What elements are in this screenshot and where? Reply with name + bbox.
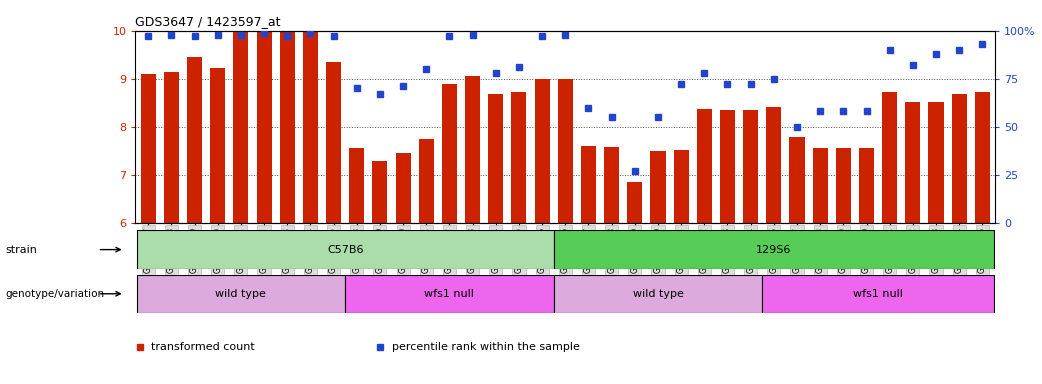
- Bar: [210, 68, 225, 223]
- Bar: [372, 161, 388, 223]
- Bar: [553, 230, 994, 269]
- Bar: [604, 147, 619, 223]
- Text: wfs1 null: wfs1 null: [853, 289, 903, 299]
- Bar: [419, 139, 433, 223]
- Bar: [396, 153, 411, 223]
- Bar: [465, 76, 480, 223]
- Bar: [790, 137, 804, 223]
- Bar: [813, 148, 827, 223]
- Bar: [164, 71, 179, 223]
- Bar: [442, 84, 457, 223]
- Bar: [673, 150, 689, 223]
- Bar: [905, 102, 920, 223]
- Bar: [763, 275, 994, 313]
- Text: wild type: wild type: [632, 289, 684, 299]
- Text: 129S6: 129S6: [756, 245, 792, 255]
- Bar: [836, 148, 851, 223]
- Bar: [326, 62, 341, 223]
- Bar: [256, 32, 272, 223]
- Bar: [349, 148, 365, 223]
- Bar: [303, 32, 318, 223]
- Bar: [557, 79, 573, 223]
- Bar: [720, 110, 735, 223]
- Bar: [535, 79, 549, 223]
- Text: C57B6: C57B6: [327, 245, 364, 255]
- Bar: [489, 94, 503, 223]
- Bar: [345, 275, 553, 313]
- Bar: [627, 182, 642, 223]
- Text: GDS3647 / 1423597_at: GDS3647 / 1423597_at: [135, 15, 281, 28]
- Text: genotype/variation: genotype/variation: [5, 289, 104, 299]
- Text: wfs1 null: wfs1 null: [424, 289, 474, 299]
- Bar: [766, 107, 782, 223]
- Bar: [279, 32, 295, 223]
- Bar: [975, 92, 990, 223]
- Bar: [512, 92, 526, 223]
- Bar: [187, 57, 202, 223]
- Bar: [141, 74, 155, 223]
- Bar: [137, 275, 345, 313]
- Bar: [743, 110, 759, 223]
- Bar: [883, 92, 897, 223]
- Text: transformed count: transformed count: [151, 342, 254, 352]
- Text: wild type: wild type: [216, 289, 267, 299]
- Bar: [581, 146, 596, 223]
- Bar: [928, 102, 944, 223]
- Bar: [951, 94, 967, 223]
- Bar: [697, 109, 712, 223]
- Text: strain: strain: [5, 245, 38, 255]
- Bar: [553, 275, 763, 313]
- Bar: [233, 32, 248, 223]
- Bar: [137, 230, 553, 269]
- Bar: [650, 151, 666, 223]
- Text: percentile rank within the sample: percentile rank within the sample: [392, 342, 579, 352]
- Bar: [859, 148, 874, 223]
